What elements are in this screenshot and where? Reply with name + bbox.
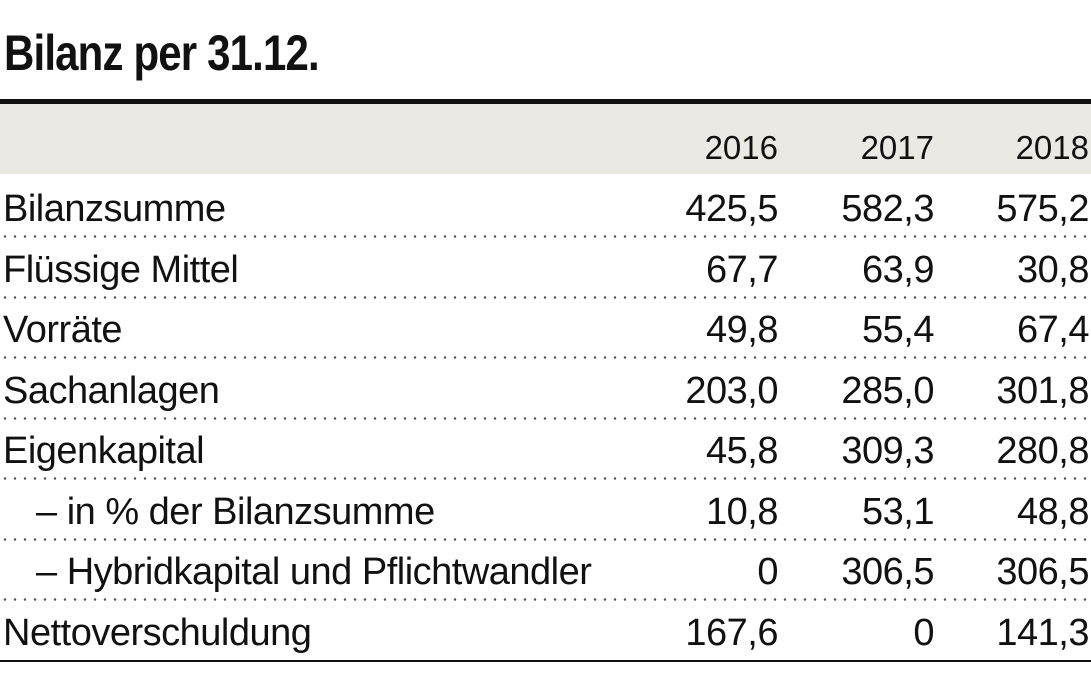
value-cell-2018: 575,2 [996,188,1089,230]
dotted-separator [0,235,1091,238]
value-cell-2018: 301,8 [996,370,1089,412]
year-header-2018: 2018 [1015,129,1089,166]
row-label: – in % der Bilanzsumme [36,491,435,533]
value-cell-2017: 306,5 [841,551,934,593]
value-cell-2016: 10,8 [706,491,778,533]
bottom-rule [0,660,1091,662]
table-row: Flüssige Mittel 67,7 63,9 30,8 [0,238,1091,299]
value-cell-2017: 53,1 [862,491,934,533]
value-cell-2017: 285,0 [841,370,934,412]
year-header-2016: 2016 [704,129,778,166]
value-cell-2018: 48,8 [1017,491,1089,533]
dotted-separator [0,417,1091,420]
value-cell-2018: 141,3 [996,612,1089,654]
value-cell-2017: 55,4 [862,309,934,351]
dotted-separator [0,538,1091,541]
value-cell-2016: 67,7 [706,249,778,291]
top-rule [0,99,1091,104]
row-label: Nettoverschuldung [3,612,312,654]
value-cell-2017: 0 [913,612,934,654]
value-cell-2016: 49,8 [706,309,778,351]
row-label: Eigenkapital [3,430,205,472]
table-row: Nettoverschuldung 167,6 0 141,3 [0,601,1091,662]
value-cell-2018: 67,4 [1017,309,1089,351]
value-cell-2016: 45,8 [706,430,778,472]
row-label: Sachanlagen [3,370,220,412]
value-cell-2016: 425,5 [685,188,778,230]
table-row: Bilanzsumme 425,5 582,3 575,2 [0,177,1091,238]
table-row: Vorräte 49,8 55,4 67,4 [0,298,1091,359]
header-band [0,104,1091,174]
table-row: – in % der Bilanzsumme 10,8 53,1 48,8 [0,480,1091,541]
value-cell-2018: 306,5 [996,551,1089,593]
row-label: Vorräte [3,309,123,351]
dotted-separator [0,598,1091,601]
value-cell-2017: 63,9 [862,249,934,291]
dotted-separator [0,477,1091,480]
value-cell-2018: 30,8 [1017,249,1089,291]
value-cell-2017: 309,3 [841,430,934,472]
value-cell-2017: 582,3 [841,188,934,230]
value-cell-2016: 167,6 [685,612,778,654]
row-label: Flüssige Mittel [3,249,239,291]
table-row: Sachanlagen 203,0 285,0 301,8 [0,359,1091,420]
table-row: Eigenkapital 45,8 309,3 280,8 [0,419,1091,480]
table-row: – Hybridkapital und Pflichtwandler 0 306,5… [0,540,1091,601]
dotted-separator [0,296,1091,299]
dotted-separator [0,356,1091,359]
value-cell-2016: 203,0 [685,370,778,412]
table-title: Bilanz per 31.12. [4,25,320,81]
row-label: – Hybridkapital und Pflichtwandler [36,551,592,593]
value-cell-2018: 280,8 [996,430,1089,472]
year-header-2017: 2017 [860,129,934,166]
row-label: Bilanzsumme [3,188,226,230]
value-cell-2016: 0 [757,551,778,593]
